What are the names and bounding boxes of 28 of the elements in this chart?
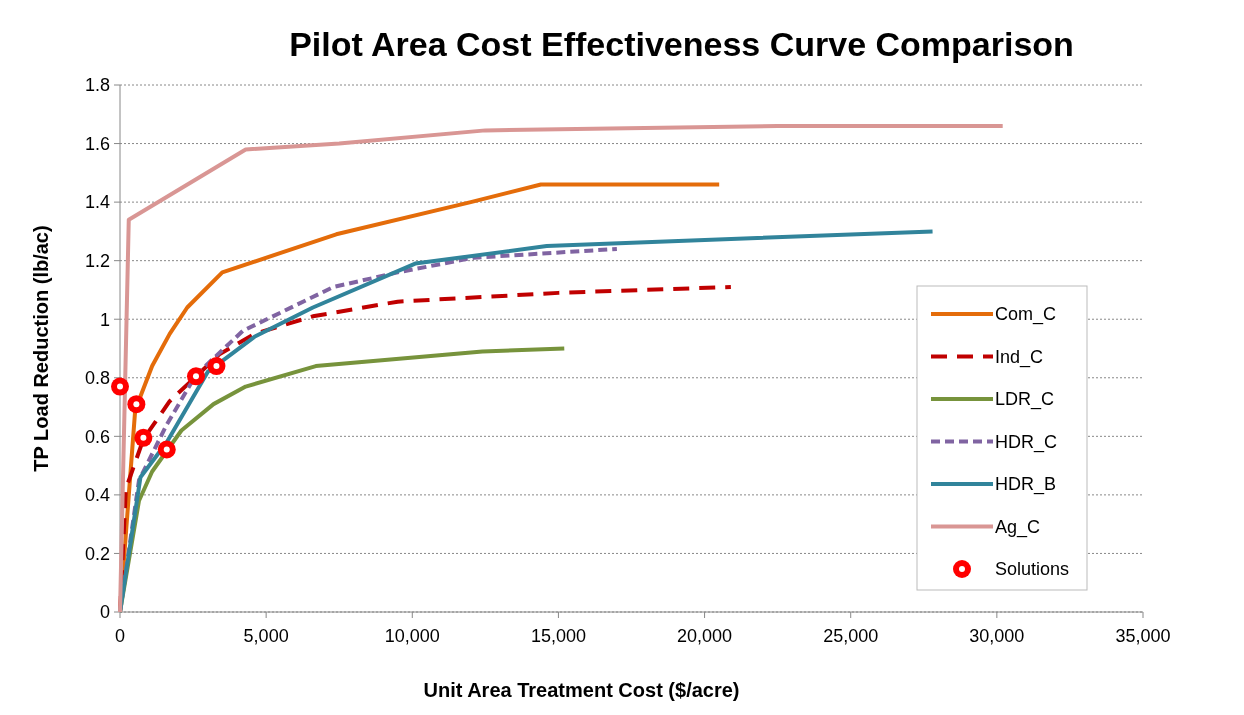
x-axis-title: Unit Area Treatment Cost ($/acre) xyxy=(423,679,740,701)
y-tick-label: 1 xyxy=(99,309,110,330)
y-tick-label: 1.8 xyxy=(84,75,110,96)
legend-label: Com_C xyxy=(995,304,1057,326)
x-tick-label: 5,000 xyxy=(243,626,289,646)
y-tick-label: 1.2 xyxy=(84,250,110,271)
y-axis-title: TP Load Reduction (lb/ac) xyxy=(30,225,52,472)
x-tick-label: 10,000 xyxy=(384,626,440,646)
x-tick-label: 30,000 xyxy=(969,626,1025,646)
y-tick-label: 0 xyxy=(99,602,110,623)
y-tick-label: 0.4 xyxy=(84,485,110,506)
y-tick-label: 1.6 xyxy=(84,133,110,154)
x-tick-label: 15,000 xyxy=(530,626,586,646)
y-tick-label: 0.2 xyxy=(84,543,110,564)
y-tick-label: 0.6 xyxy=(84,426,110,447)
legend-label: HDR_C xyxy=(995,431,1058,453)
y-tick-label: 0.8 xyxy=(84,368,110,389)
legend-label: Ind_C xyxy=(995,346,1044,368)
legend-label: HDR_B xyxy=(995,474,1057,496)
x-tick-label: 35,000 xyxy=(1115,626,1171,646)
x-tick-label: 20,000 xyxy=(677,626,733,646)
legend-label: Solutions xyxy=(995,559,1070,580)
y-tick-label: 1.4 xyxy=(84,192,110,213)
x-tick-label: 0 xyxy=(114,626,126,646)
legend-label: LDR_C xyxy=(995,389,1055,411)
chart-title: Pilot Area Cost Effectiveness Curve Comparison xyxy=(289,25,1074,63)
legend-label: Ag_C xyxy=(995,516,1041,538)
x-tick-label: 25,000 xyxy=(823,626,879,646)
